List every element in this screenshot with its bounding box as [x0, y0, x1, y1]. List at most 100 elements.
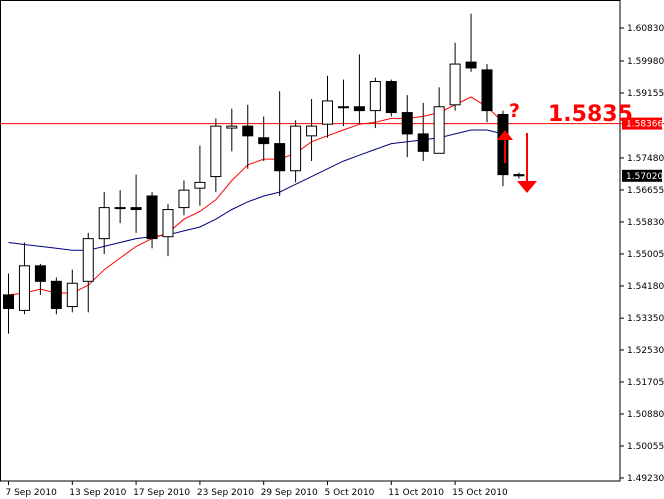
- candle-body: [178, 189, 190, 209]
- candle: [274, 91, 286, 196]
- candle: [98, 192, 110, 255]
- annotations: 1.5835 ?: [497, 100, 633, 193]
- candle: [146, 192, 158, 249]
- candle-body: [130, 207, 142, 211]
- candle: [50, 277, 62, 315]
- x-tick-label: 23 Sep 2010: [197, 488, 254, 498]
- y-tick-label: 1.57480: [627, 154, 664, 164]
- y-tick-label: 1.55830: [627, 218, 664, 228]
- current-price-label: 1.57020: [626, 172, 663, 182]
- candle-body: [401, 112, 413, 135]
- candle-body: [242, 125, 254, 137]
- candle-body: [3, 294, 14, 309]
- candle: [162, 203, 174, 257]
- x-tick-label: 13 Sep 2010: [69, 488, 126, 498]
- candle-body: [194, 181, 206, 189]
- candle: [194, 145, 206, 206]
- candle: [3, 273, 14, 334]
- candles: [3, 13, 525, 334]
- candle: [242, 104, 254, 169]
- candle: [114, 190, 126, 224]
- question-mark-label: ?: [509, 100, 520, 122]
- x-tick-label: 15 Oct 2010: [452, 488, 508, 498]
- current-price-label-box: [622, 169, 662, 182]
- candle-body: [337, 106, 349, 109]
- candle-body: [210, 125, 222, 178]
- y-tick-label: 1.53350: [627, 314, 664, 324]
- candle: [18, 242, 30, 315]
- fast-moving-average-line: [8, 96, 504, 296]
- y-tick-label: 1.50880: [627, 410, 664, 420]
- candle-body: [306, 125, 318, 137]
- candle-body: [465, 61, 477, 69]
- candle-body: [274, 143, 286, 172]
- candle-body: [34, 265, 46, 282]
- candle-body: [322, 100, 333, 125]
- candle: [369, 77, 381, 129]
- candle-body: [18, 265, 30, 311]
- candle: [385, 79, 397, 117]
- candle-body: [449, 63, 461, 106]
- candle: [337, 79, 349, 127]
- candle-body: [353, 106, 365, 112]
- candle-body: [82, 238, 94, 282]
- hline-price-label-box: [622, 117, 662, 130]
- candle: [497, 110, 509, 187]
- candle: [433, 87, 445, 154]
- candle-body: [433, 106, 445, 154]
- y-tick-label: 1.59980: [627, 57, 664, 67]
- candle-body: [497, 114, 509, 176]
- candle: [322, 75, 333, 138]
- candle-body: [66, 282, 78, 308]
- x-tick-label: 11 Oct 2010: [388, 488, 444, 498]
- candle-body: [162, 209, 174, 238]
- down-arrow-icon: [517, 133, 537, 193]
- candle: [210, 118, 222, 193]
- candle: [401, 95, 413, 158]
- candle: [481, 64, 493, 123]
- plot-area: [0, 0, 664, 482]
- x-tick-label: 7 Sep 2010: [6, 488, 58, 498]
- candle: [290, 120, 302, 183]
- y-tick-label: 1.56655: [627, 186, 664, 196]
- candle: [513, 172, 525, 179]
- y-tick-label: 1.52530: [627, 346, 664, 356]
- y-tick-label: 1.61650: [627, 0, 664, 2]
- y-tick-label: 1.54180: [627, 282, 664, 292]
- candle-body: [481, 69, 493, 112]
- y-tick-label: 1.59155: [627, 89, 664, 99]
- candle: [66, 269, 78, 313]
- x-axis: 7 Sep 2010 13 Sep 2010 17 Sep 2010 23 Sep 2…: [6, 481, 508, 498]
- candle-body: [513, 174, 525, 177]
- candle-body: [226, 125, 238, 129]
- y-tick-label: 1.51705: [627, 378, 664, 388]
- y-axis: 1.61650 1.60830 1.59980 1.59155 1.57480 1.566…: [620, 0, 664, 484]
- candle: [226, 108, 238, 152]
- y-tick-label: 1.60830: [627, 24, 664, 34]
- level-annotation-label: 1.5835: [548, 102, 633, 127]
- x-tick-label: 5 Oct 2010: [325, 488, 375, 498]
- candle: [34, 263, 46, 295]
- candle-body: [258, 137, 270, 145]
- candle: [417, 102, 429, 162]
- candle-body: [385, 81, 397, 114]
- candle-body: [417, 133, 429, 152]
- hline-price-label: 1.58366: [626, 120, 663, 130]
- candle: [82, 232, 94, 313]
- x-tick-label: 29 Sep 2010: [261, 488, 318, 498]
- candle-body: [369, 81, 381, 112]
- candle-body: [98, 207, 110, 240]
- up-arrow-icon: [497, 130, 513, 163]
- candle: [130, 174, 142, 233]
- y-tick-label: 1.55005: [627, 250, 664, 260]
- y-tick-label: 1.50055: [627, 442, 664, 452]
- candle: [465, 13, 477, 72]
- y-tick-label: 1.49230: [627, 474, 664, 484]
- candle: [449, 42, 461, 111]
- candle-body: [50, 280, 62, 309]
- candle-body: [146, 195, 158, 240]
- candle-body: [290, 125, 302, 172]
- candle-body: [114, 207, 126, 210]
- candle: [178, 180, 190, 216]
